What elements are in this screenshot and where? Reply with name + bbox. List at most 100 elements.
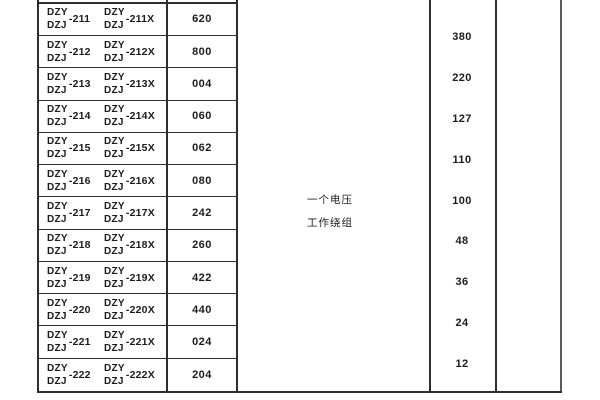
model-group-primary: DZY DZJ -220 xyxy=(47,294,91,325)
table-row: DZY DZJ -215 DZY DZJ -215X 062 xyxy=(37,133,237,166)
table-row: DZY DZJ -219 DZY DZJ -219X 422 xyxy=(37,262,237,295)
voltage-value: 24 xyxy=(455,317,469,330)
model-suffix-x: -214X xyxy=(125,110,155,123)
value-cell: 062 xyxy=(192,142,212,155)
model-prefix-bottom: DZJ xyxy=(104,343,124,355)
table-row: DZY DZJ -222 DZY DZJ -222X 204 xyxy=(37,359,237,391)
table-row: DZY DZJ -211 DZY DZJ -211X 620 xyxy=(37,4,237,36)
model-suffix-x: -218X xyxy=(125,239,155,252)
model-prefix-stack: DZY DZJ xyxy=(47,329,68,355)
value-cell: 060 xyxy=(192,110,212,123)
model-group-primary: DZY DZJ -219 xyxy=(47,262,91,293)
model-prefix-bottom: DZJ xyxy=(104,375,124,387)
value-cell: 800 xyxy=(192,45,212,58)
model-prefix-bottom: DZJ xyxy=(47,149,67,161)
model-cell: DZY DZJ -211 DZY DZJ -211X xyxy=(37,4,167,35)
model-prefix-stack: DZY DZJ xyxy=(104,232,125,258)
model-suffix: -213 xyxy=(68,77,91,90)
model-prefix-bottom: DZJ xyxy=(47,213,67,225)
model-prefix-bottom: DZJ xyxy=(104,20,124,32)
model-prefix-top: DZY xyxy=(47,362,68,374)
model-group-x-variant: DZY DZJ -213X xyxy=(104,68,155,99)
model-rows: DZY DZJ -211 DZY DZJ -211X 620 DZY DZJ -212 DZY DZJ… xyxy=(37,4,237,391)
voltage-value: 100 xyxy=(452,194,472,207)
model-group-primary: DZY DZJ -215 xyxy=(47,133,91,164)
model-prefix-bottom: DZJ xyxy=(47,375,67,387)
model-prefix-stack: DZY DZJ xyxy=(104,39,125,65)
model-prefix-bottom: DZJ xyxy=(104,213,124,225)
model-group-primary: DZY DZJ -211 xyxy=(47,4,90,35)
model-cell: DZY DZJ -216 DZY DZJ -216X xyxy=(37,165,167,196)
model-suffix: -211 xyxy=(68,13,91,26)
model-prefix-stack: DZY DZJ xyxy=(47,135,68,161)
model-prefix-top: DZY xyxy=(47,168,68,180)
model-prefix-bottom: DZJ xyxy=(104,278,124,290)
voltage-value: 127 xyxy=(452,112,472,125)
model-prefix-top: DZY xyxy=(104,7,125,19)
voltage-value: 48 xyxy=(455,235,469,248)
model-group-primary: DZY DZJ -222 xyxy=(47,359,91,391)
model-group-primary: DZY DZJ -217 xyxy=(47,197,91,228)
table-border-bottom xyxy=(37,391,562,394)
table-row: DZY DZJ -220 DZY DZJ -220X 440 xyxy=(37,294,237,327)
model-prefix-bottom: DZJ xyxy=(47,117,67,129)
model-prefix-top: DZY xyxy=(47,200,68,212)
model-cell: DZY DZJ -217 DZY DZJ -217X xyxy=(37,197,167,228)
table-row: DZY DZJ -217 DZY DZJ -217X 242 xyxy=(37,197,237,230)
voltage-value: 110 xyxy=(452,153,472,166)
model-suffix: -218 xyxy=(68,239,91,252)
model-cell: DZY DZJ -218 DZY DZJ -218X xyxy=(37,230,167,261)
model-suffix: -214 xyxy=(68,110,91,123)
relay-spec-table: DZY DZJ -211 DZY DZJ -211X 620 DZY DZJ -212 DZY DZJ… xyxy=(37,0,564,396)
value-cell: 440 xyxy=(192,303,212,316)
model-prefix-top: DZY xyxy=(104,39,125,51)
model-group-primary: DZY DZJ -216 xyxy=(47,165,91,196)
model-group-x-variant: DZY DZJ -222X xyxy=(104,359,155,391)
model-prefix-bottom: DZJ xyxy=(47,343,67,355)
model-prefix-bottom: DZJ xyxy=(47,278,67,290)
model-group-x-variant: DZY DZJ -217X xyxy=(104,197,155,228)
model-group-x-variant: DZY DZJ -218X xyxy=(104,230,155,261)
model-suffix: -215 xyxy=(68,142,91,155)
model-prefix-bottom: DZJ xyxy=(104,246,124,258)
model-cell: DZY DZJ -215 DZY DZJ -215X xyxy=(37,133,167,164)
voltage-column: 380 220 127 110 100 48 36 24 12 xyxy=(429,31,495,370)
model-prefix-top: DZY xyxy=(104,168,125,180)
model-suffix-x: -219X xyxy=(125,271,155,284)
model-cell: DZY DZJ -222 DZY DZJ -222X xyxy=(37,359,167,391)
model-prefix-stack: DZY DZJ xyxy=(104,362,125,388)
voltage-value: 220 xyxy=(452,71,472,84)
model-group-primary: DZY DZJ -221 xyxy=(47,326,91,357)
model-group-x-variant: DZY DZJ -212X xyxy=(104,36,155,67)
model-suffix-x: -215X xyxy=(125,142,155,155)
model-prefix-top: DZY xyxy=(47,7,68,19)
model-prefix-stack: DZY DZJ xyxy=(104,6,125,32)
model-prefix-top: DZY xyxy=(47,39,68,51)
model-group-x-variant: DZY DZJ -220X xyxy=(104,294,155,325)
model-prefix-top: DZY xyxy=(104,136,125,148)
model-suffix-x: -213X xyxy=(125,77,155,90)
model-prefix-top: DZY xyxy=(47,297,68,309)
model-prefix-top: DZY xyxy=(47,330,68,342)
model-prefix-stack: DZY DZJ xyxy=(47,168,68,194)
table-row: DZY DZJ -214 DZY DZJ -214X 060 xyxy=(37,101,237,133)
model-suffix-x: -221X xyxy=(125,336,155,349)
value-cell: 242 xyxy=(192,206,212,219)
column-divider-winding-voltage xyxy=(429,0,431,393)
model-suffix-x: -217X xyxy=(125,206,155,219)
table-row: DZY DZJ -213 DZY DZJ -213X 004 xyxy=(37,68,237,101)
model-prefix-top: DZY xyxy=(104,265,125,277)
model-prefix-stack: DZY DZJ xyxy=(104,103,125,129)
model-cell: DZY DZJ -221 DZY DZJ -221X xyxy=(37,326,167,357)
column-divider-voltage-empty xyxy=(495,0,497,393)
voltage-value: 36 xyxy=(455,276,469,289)
table-row: DZY DZJ -218 DZY DZJ -218X 260 xyxy=(37,230,237,262)
value-cell: 004 xyxy=(192,77,212,90)
model-prefix-top: DZY xyxy=(47,265,68,277)
model-suffix-x: -216X xyxy=(125,174,155,187)
model-prefix-top: DZY xyxy=(104,233,125,245)
value-cell: 080 xyxy=(192,174,212,187)
model-suffix: -212 xyxy=(68,45,91,58)
model-suffix: -222 xyxy=(68,368,91,381)
